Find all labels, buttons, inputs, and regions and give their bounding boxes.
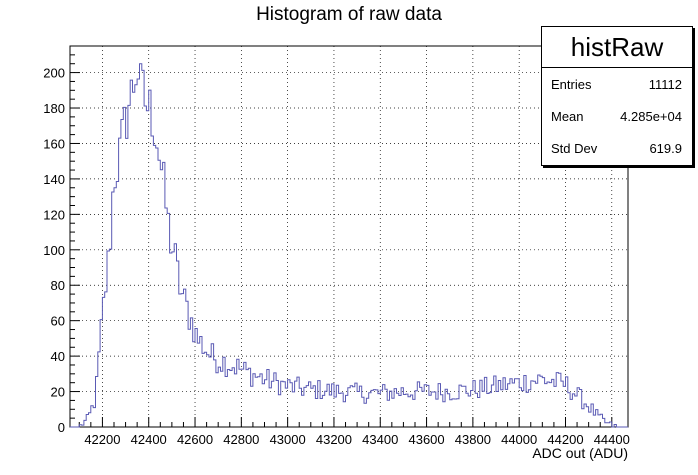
tick-labels: 42200 42400 42600 42800 43000 43200 43400 43600… xyxy=(43,66,630,447)
x-tick-label: 43200 xyxy=(316,432,352,447)
grid xyxy=(70,46,628,427)
y-tick-label: 40 xyxy=(51,349,65,364)
y-tick-label: 20 xyxy=(51,385,65,400)
plot-frame xyxy=(69,45,629,428)
stats-title: histRaw xyxy=(542,27,692,68)
x-tick-label: 44200 xyxy=(547,432,583,447)
y-tick-label: 100 xyxy=(43,243,65,258)
x-tick-label: 43800 xyxy=(455,432,491,447)
stats-label: Std Dev xyxy=(551,140,598,156)
stats-row-stddev: Std Dev 619.9 xyxy=(542,132,692,164)
x-tick-label: 43600 xyxy=(408,432,444,447)
histogram-series xyxy=(70,63,628,428)
stats-label: Mean xyxy=(551,108,584,124)
x-tick-label: 42200 xyxy=(84,432,120,447)
stats-row-mean: Mean 4.285e+04 xyxy=(542,100,692,132)
series-layer xyxy=(70,63,628,428)
chart-title: Histogram of raw data xyxy=(256,4,442,25)
stats-row-entries: Entries 11112 xyxy=(542,68,692,100)
x-tick-label: 42800 xyxy=(223,432,259,447)
stats-box: histRaw Entries 11112 Mean 4.285e+04 Std… xyxy=(541,26,693,166)
stats-value: 11112 xyxy=(648,76,682,92)
x-tick-label: 44000 xyxy=(501,432,537,447)
y-tick-label: 200 xyxy=(43,66,65,81)
x-tick-label: 43400 xyxy=(362,432,398,447)
y-tick-label: 0 xyxy=(58,420,65,435)
x-tick-label: 42600 xyxy=(177,432,213,447)
x-axis-label: ADC out (ADU) xyxy=(532,445,628,461)
y-tick-label: 160 xyxy=(43,136,65,151)
x-tick-label: 43000 xyxy=(270,432,306,447)
x-tick-label: 42400 xyxy=(131,432,167,447)
y-tick-label: 80 xyxy=(51,278,65,293)
y-tick-label: 140 xyxy=(43,172,65,187)
y-tick-label: 60 xyxy=(51,314,65,329)
y-tick-label: 180 xyxy=(43,101,65,116)
y-tick-label: 120 xyxy=(43,207,65,222)
x-tick-label: 44400 xyxy=(594,432,630,447)
stats-label: Entries xyxy=(551,76,592,92)
stats-value: 4.285e+04 xyxy=(620,108,682,124)
axes xyxy=(69,45,629,428)
stats-value: 619.9 xyxy=(649,140,682,156)
